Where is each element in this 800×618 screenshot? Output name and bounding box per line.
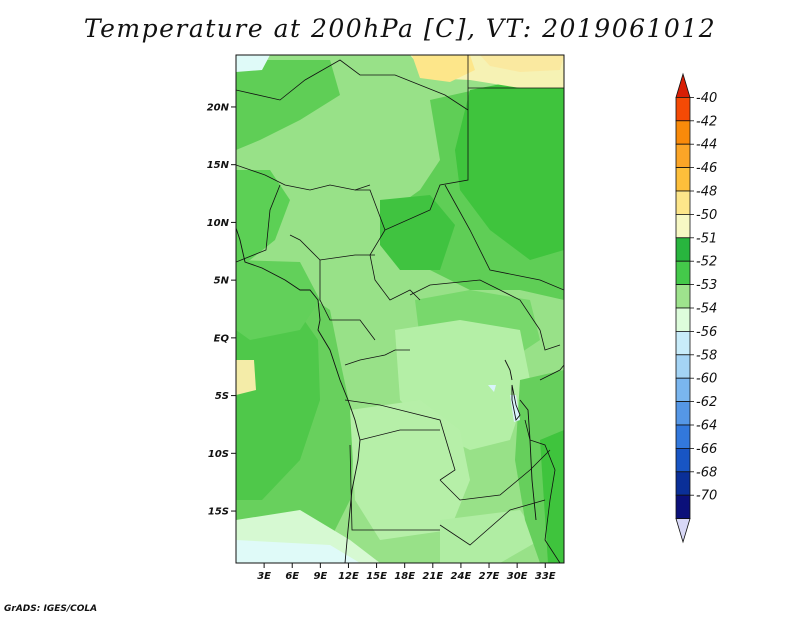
- grads-credit: GrADS: IGES/COLA: [4, 604, 98, 614]
- coastline: [236, 227, 537, 563]
- lat-tick-label: 20N: [207, 102, 230, 113]
- colorbar-label: -70: [696, 489, 717, 504]
- lat-tick-label: 5S: [215, 391, 229, 402]
- colorbar-label: -53: [696, 278, 717, 293]
- lat-tick-label: 15S: [208, 507, 229, 518]
- colorbar-swatch: [675, 167, 691, 192]
- latitude-axis: 20N 15N 10N 5N EQ 5S 10S 15S: [207, 102, 236, 518]
- lat-tick-label: 5N: [214, 276, 230, 287]
- lon-tick-label: 24E: [451, 571, 472, 582]
- colorbar-label: -40: [696, 91, 717, 106]
- lat-tick-label: EQ: [214, 333, 230, 344]
- colorbar-swatch: [675, 97, 691, 122]
- lon-tick-label: 9E: [313, 571, 327, 582]
- colorbar-label: -68: [696, 465, 717, 480]
- lon-tick-label: 27E: [479, 571, 500, 582]
- lat-tick-label: 15N: [207, 160, 230, 171]
- colorbar-label: -42: [696, 114, 717, 129]
- lon-tick-label: 12E: [338, 571, 359, 582]
- colorbar-label: -58: [696, 348, 717, 363]
- longitude-axis: 3E 6E 9E 12E 15E 18E 21E 24E 27E 30E 33E: [257, 563, 556, 582]
- colorbar-label: -60: [696, 372, 717, 387]
- lon-tick-label: 21E: [422, 571, 443, 582]
- lon-tick-label: 3E: [257, 571, 271, 582]
- colorbar-label: -56: [696, 325, 717, 340]
- lat-tick-label: 10N: [207, 218, 230, 229]
- colorbar-swatch: [675, 471, 691, 496]
- colorbar-swatch: [675, 237, 691, 262]
- colorbar-swatch: [675, 401, 691, 426]
- country-borders: [236, 55, 564, 563]
- colorbar-swatch: [675, 213, 691, 239]
- colorbar-swatch: [675, 494, 691, 520]
- colorbar-label: -48: [696, 185, 717, 200]
- colorbar-swatch: [675, 377, 691, 403]
- colorbar-label: -51: [696, 231, 717, 246]
- colorbar-label: -50: [696, 208, 717, 223]
- lon-tick-label: 15E: [366, 571, 387, 582]
- colorbar-label: -46: [696, 161, 717, 176]
- colorbar-label: -64: [696, 419, 717, 434]
- colorbar-label: -62: [696, 395, 717, 410]
- colorbar-swatch: [675, 307, 691, 332]
- map-title: Temperature at 200hPa [C], VT: 201906101…: [83, 14, 717, 43]
- colorbar-label: -44: [696, 138, 717, 153]
- colorbar-swatch: [675, 424, 691, 449]
- lon-tick-label: 30E: [507, 571, 528, 582]
- lon-tick-label: 6E: [285, 571, 299, 582]
- colorbar-swatch: [675, 260, 691, 286]
- colorbar-cap-top: [675, 72, 691, 98]
- colorbar-swatch: [675, 120, 691, 145]
- colorbar: -40 -42 -44 -46 -48 -50 -51 -52 -53 -54 -56 -58 -60 -…: [675, 72, 717, 544]
- colorbar-label: -54: [696, 302, 717, 317]
- lon-tick-label: 33E: [535, 571, 556, 582]
- lat-tick-label: 10S: [208, 449, 229, 460]
- colorbar-swatch: [675, 284, 691, 309]
- colorbar-swatch: [675, 354, 691, 379]
- lon-tick-label: 18E: [394, 571, 415, 582]
- colorbar-swatch: [675, 190, 691, 215]
- colorbar-cap-bottom: [675, 518, 691, 544]
- colorbar-swatch: [675, 447, 691, 473]
- colorbar-swatch: [675, 330, 691, 356]
- colorbar-label: -52: [696, 255, 717, 270]
- colorbar-swatch: [675, 143, 691, 168]
- colorbar-label: -66: [696, 442, 717, 457]
- map-fields: [236, 55, 564, 563]
- map-frame: [235, 54, 565, 564]
